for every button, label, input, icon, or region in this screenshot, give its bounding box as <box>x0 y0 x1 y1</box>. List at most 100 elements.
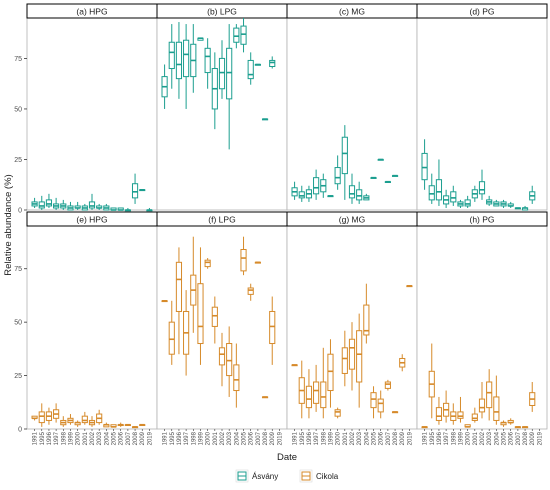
y-tick-label: 25 <box>14 373 22 380</box>
box <box>247 287 254 295</box>
x-tick-label: 2001 <box>213 431 219 445</box>
x-tick-label: 2005 <box>112 431 118 445</box>
x-tick-label: 2008 <box>393 431 399 445</box>
box <box>435 407 443 421</box>
x-tick-label: 2002 <box>480 431 486 445</box>
box <box>428 185 435 201</box>
x-tick-label: 1998 <box>451 431 457 445</box>
x-tick-label: 2001 <box>83 431 89 445</box>
x-tick-label: 2006 <box>379 431 385 445</box>
box <box>356 330 363 383</box>
x-tick-label: 2008 <box>263 431 269 445</box>
box <box>45 199 53 207</box>
x-tick-label: 2001 <box>473 431 479 445</box>
x-tick-label: 1995 <box>430 431 436 445</box>
x-tick-label: 1999 <box>328 431 334 445</box>
x-tick-label: 2004 <box>234 431 240 445</box>
x-tick-label: 2006 <box>509 431 515 445</box>
x-tick-label: 1996 <box>307 431 313 445</box>
x-tick-label: 2000 <box>466 431 472 445</box>
x-tick-label: 2001 <box>343 431 349 445</box>
box <box>226 343 233 377</box>
x-tick-label: 2009 <box>530 431 536 445</box>
box <box>168 41 175 70</box>
box <box>313 381 320 404</box>
panel-title: (g) MG <box>339 215 365 225</box>
x-tick-label: 2009 <box>140 431 146 445</box>
box <box>204 259 211 268</box>
x-tick-label: 1997 <box>444 431 450 445</box>
legend-label: Ásvány <box>252 472 278 481</box>
x-tick-label: 1995 <box>40 431 46 445</box>
x-tick-label: 2003 <box>97 431 103 445</box>
box <box>218 57 226 90</box>
box <box>334 409 341 417</box>
box <box>298 191 305 199</box>
x-tick-label: 1999 <box>458 431 464 445</box>
x-tick-label: 1999 <box>68 431 74 445</box>
box <box>377 398 384 413</box>
box <box>457 411 464 419</box>
x-tick-label: 1999 <box>198 431 204 445</box>
x-tick-label: 2007 <box>386 431 392 445</box>
box <box>175 261 183 312</box>
x-tick-label: 2006 <box>249 431 255 445</box>
box <box>168 321 175 355</box>
x-axis-title: Date <box>277 452 297 463</box>
panel-title: (c) MG <box>339 7 365 17</box>
x-tick-label: 1997 <box>54 431 60 445</box>
y-tick-label: 25 <box>14 157 22 164</box>
x-tick-label: 1996 <box>47 431 53 445</box>
box <box>435 179 443 201</box>
panel-title: (e) HPG <box>76 215 107 225</box>
x-tick-label: 2009 <box>270 431 276 445</box>
x-tick-label: 2004 <box>364 431 370 445</box>
panel-background <box>26 17 158 211</box>
y-tick-label: 50 <box>14 106 22 113</box>
box <box>38 411 45 424</box>
box <box>421 152 428 181</box>
x-tick-label: 2003 <box>487 431 493 445</box>
x-tick-label: 1995 <box>300 431 306 445</box>
box <box>183 39 190 78</box>
box <box>341 136 348 175</box>
box <box>363 304 370 336</box>
panel-strip <box>416 211 548 227</box>
box <box>247 59 254 80</box>
y-tick-label: 0 <box>18 427 22 434</box>
box <box>233 27 240 43</box>
box <box>131 183 139 199</box>
y-tick-label: 50 <box>14 320 22 327</box>
panel-title: (h) PG <box>469 215 494 225</box>
x-tick-label: 2007 <box>126 431 132 445</box>
box <box>218 347 226 366</box>
panel-title: (f) LPG <box>208 215 235 225</box>
x-tick-label: 1997 <box>184 431 190 445</box>
legend-label: Cikola <box>316 472 339 481</box>
x-tick-label: 2005 <box>372 431 378 445</box>
x-tick-label: 2019 <box>537 431 543 445</box>
box <box>450 191 457 203</box>
x-tick-label: 2000 <box>336 431 342 445</box>
box <box>320 381 327 409</box>
x-tick-label: 1991 <box>163 431 169 445</box>
x-tick-label: 2008 <box>133 431 139 445</box>
x-tick-label: 2003 <box>357 431 363 445</box>
box <box>356 189 363 201</box>
y-tick-label: 75 <box>14 56 22 63</box>
box <box>240 249 247 272</box>
y-axis-title: Relative abundance (%) <box>3 174 14 275</box>
x-tick-label: 1991 <box>293 431 299 445</box>
panel-background <box>156 225 288 430</box>
y-tick-label: 75 <box>14 266 22 273</box>
box <box>38 201 45 209</box>
box <box>486 381 493 409</box>
x-tick-label: 1991 <box>33 431 39 445</box>
x-tick-label: 1998 <box>321 431 327 445</box>
box <box>341 347 348 374</box>
box <box>384 381 391 389</box>
x-tick-label: 2002 <box>90 431 96 445</box>
x-tick-label: 2002 <box>350 431 356 445</box>
box <box>233 364 240 392</box>
